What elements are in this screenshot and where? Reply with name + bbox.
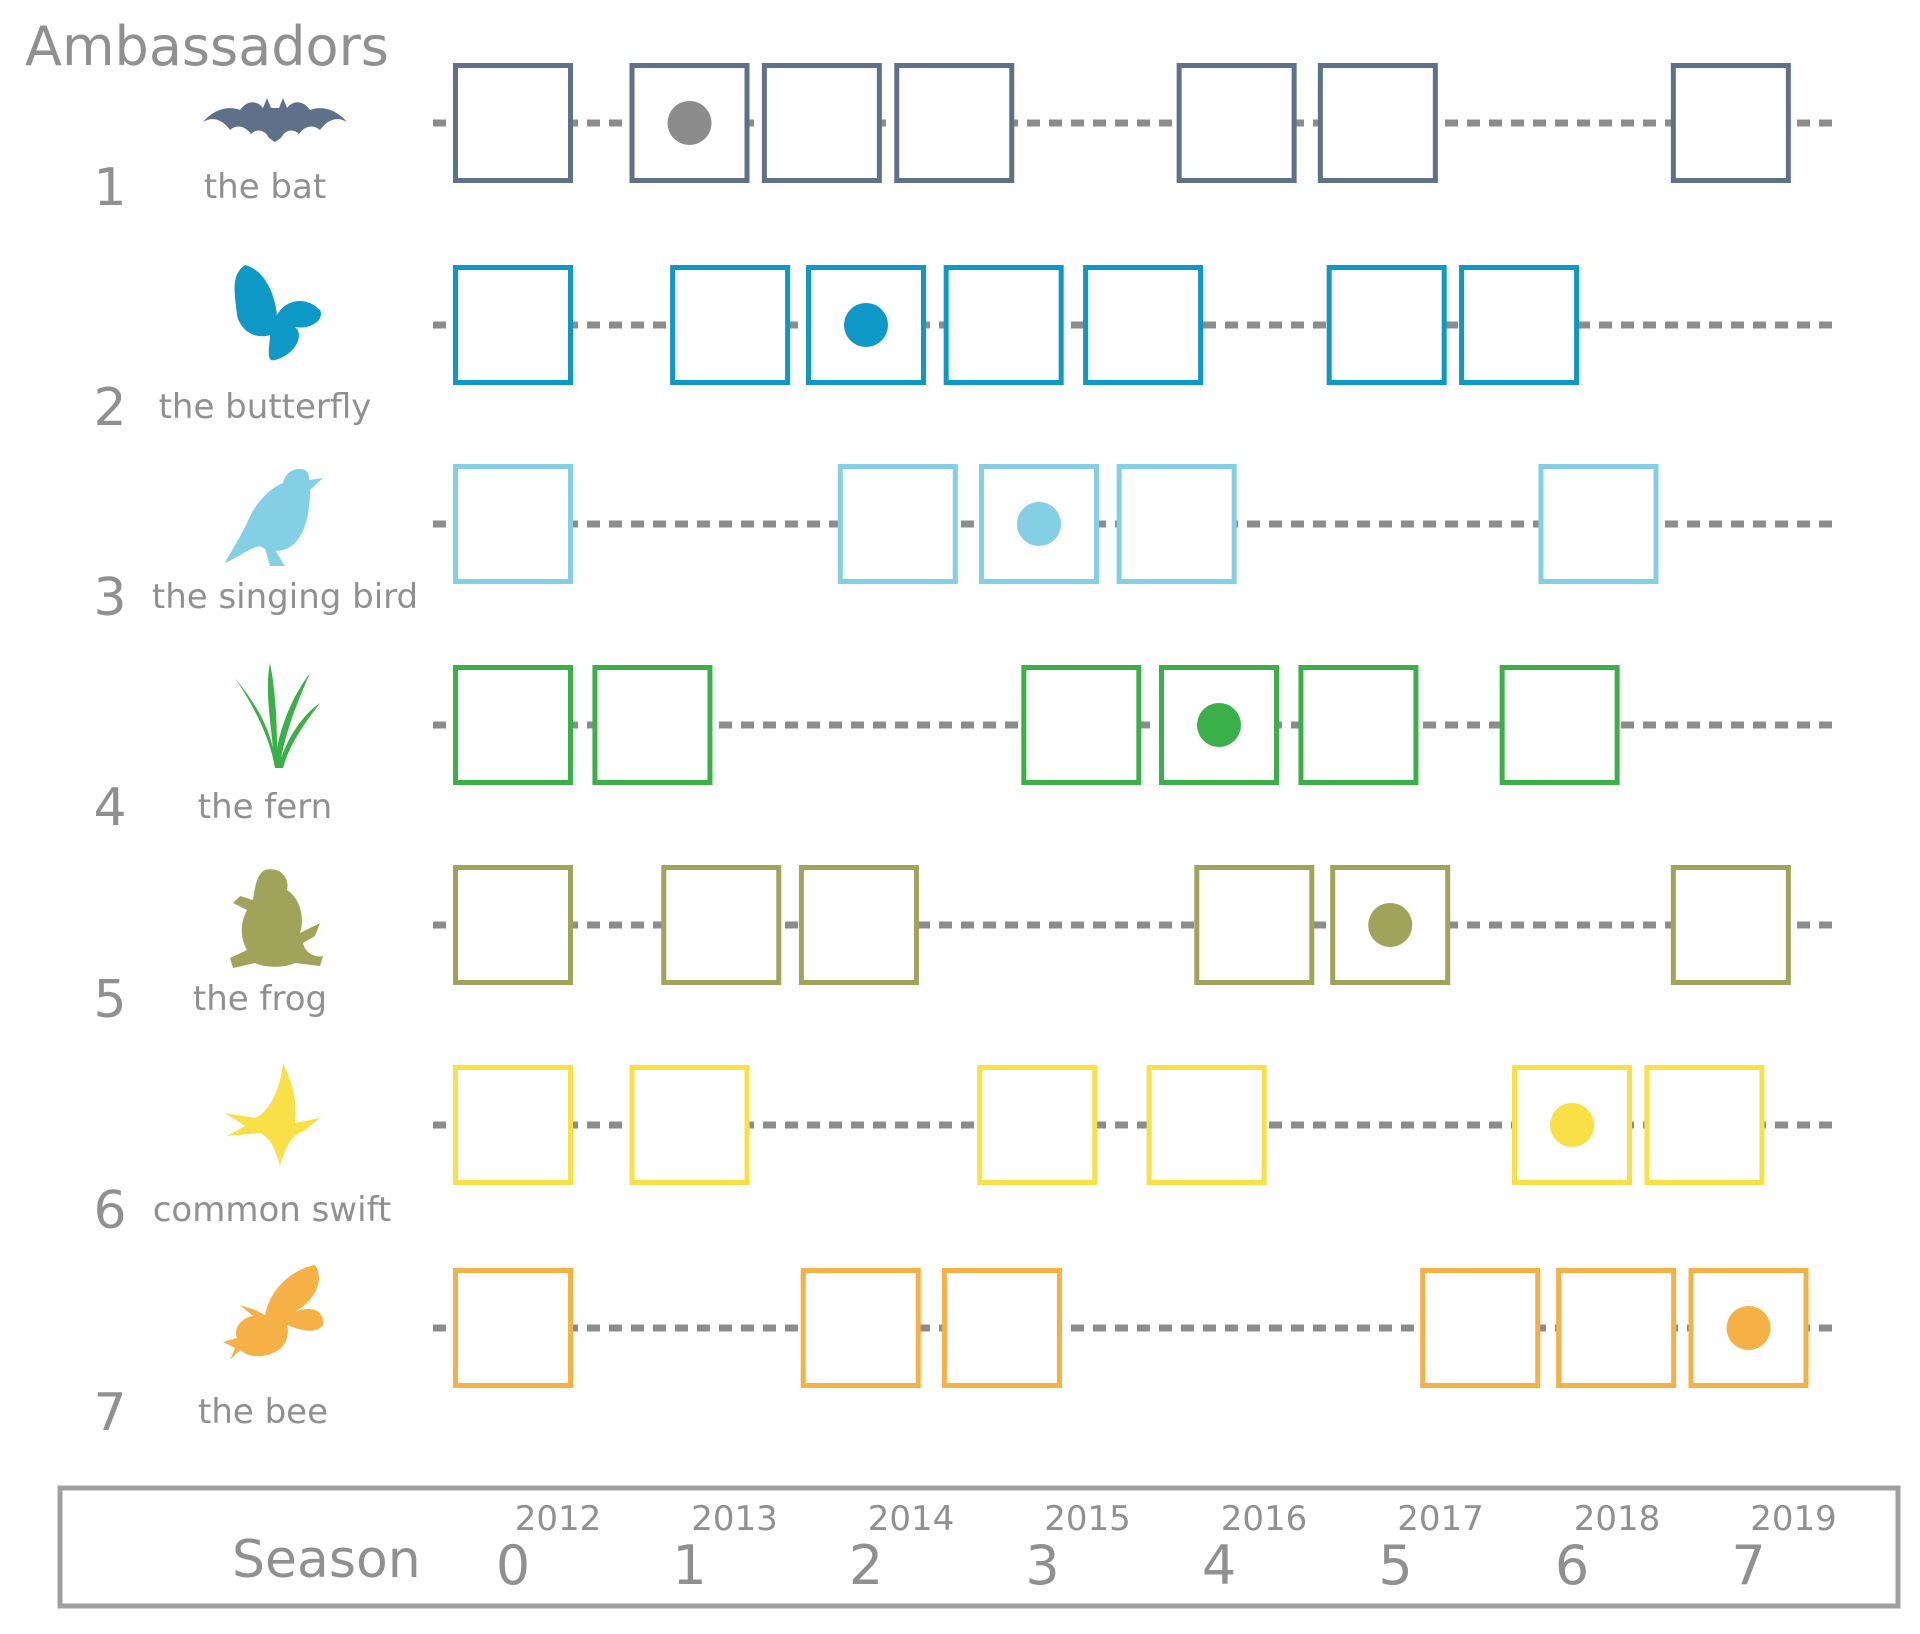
season-axis-frame — [57, 1485, 1901, 1609]
season-box — [1317, 63, 1438, 183]
season-box — [798, 865, 919, 985]
season-box — [1021, 665, 1142, 785]
season-box — [800, 1268, 921, 1388]
ambassador-number: 2 — [93, 378, 126, 438]
season-label: Season — [232, 1530, 421, 1590]
bird-icon — [225, 468, 323, 566]
ambassador-rows: 1 the bat 2 the butterfly 3 the singing bird 4… — [93, 63, 1836, 1443]
season-box — [453, 63, 573, 183]
bat-icon — [203, 98, 347, 142]
ambassador-number: 1 — [93, 158, 126, 218]
season-number: 6 — [1555, 1534, 1589, 1597]
season-box — [1670, 865, 1791, 985]
frog-icon — [230, 869, 323, 968]
ambassador-number: 4 — [93, 778, 126, 838]
ambassador-row-6: 6 common swift — [93, 1063, 1836, 1241]
bee-icon — [223, 1265, 324, 1360]
season-axis: Season 201202013120142201532016420175201… — [57, 1485, 1901, 1609]
season-number: 0 — [496, 1534, 530, 1597]
ambassador-number: 5 — [93, 970, 126, 1030]
season-box — [1298, 665, 1419, 785]
season-box — [453, 665, 573, 785]
season-number: 3 — [1025, 1534, 1059, 1597]
season-year: 2016 — [1221, 1499, 1308, 1539]
season-box — [661, 865, 782, 985]
ambassador-name: the fern — [198, 787, 332, 827]
season-box — [629, 1065, 750, 1185]
season-number: 7 — [1731, 1534, 1765, 1597]
current-season-dot — [1197, 703, 1241, 747]
season-box — [453, 865, 573, 985]
season-box — [1459, 265, 1580, 385]
season-box — [453, 464, 573, 584]
season-box — [453, 265, 573, 385]
ambassador-name: the bat — [204, 167, 326, 207]
ambassador-row-7: 7 the bee — [93, 1265, 1836, 1443]
season-box — [941, 1268, 1062, 1388]
current-season-dot — [1368, 903, 1413, 947]
season-box — [1146, 1065, 1267, 1185]
season-box — [1176, 63, 1297, 183]
season-box — [761, 63, 882, 183]
season-year: 2014 — [868, 1499, 955, 1539]
current-season-dot — [667, 101, 712, 145]
ambassador-name: the bee — [198, 1392, 328, 1432]
ambassador-row-3: 3 the singing bird — [93, 464, 1836, 628]
season-box — [592, 665, 713, 785]
season-number: 2 — [849, 1534, 883, 1597]
season-box — [1420, 1268, 1541, 1388]
season-box — [670, 265, 791, 385]
season-year: 2019 — [1750, 1499, 1837, 1539]
season-box — [453, 1268, 573, 1388]
ambassador-name: the frog — [193, 979, 327, 1019]
season-year: 2015 — [1044, 1499, 1131, 1539]
fern-icon — [235, 663, 320, 768]
current-season-dot — [1550, 1103, 1594, 1147]
current-season-dot — [1016, 502, 1061, 546]
ambassador-row-1: 1 the bat — [93, 63, 1836, 218]
season-box — [837, 464, 958, 584]
season-box — [1326, 265, 1447, 385]
ambassador-number: 6 — [93, 1181, 126, 1241]
swift-icon — [225, 1063, 320, 1166]
ambassador-name: the singing bird — [152, 577, 418, 617]
season-year: 2018 — [1574, 1499, 1661, 1539]
ambassador-row-5: 5 the frog — [93, 865, 1836, 1030]
season-year: 2013 — [691, 1499, 778, 1539]
season-box — [1670, 63, 1791, 183]
season-box — [1644, 1065, 1765, 1185]
season-box — [1116, 464, 1237, 584]
current-season-dot — [1726, 1306, 1771, 1350]
season-year: 2012 — [515, 1499, 602, 1539]
season-number: 1 — [672, 1534, 706, 1597]
season-number: 5 — [1378, 1534, 1412, 1597]
ambassador-name: the butterfly — [159, 387, 372, 427]
ambassador-number: 7 — [93, 1383, 126, 1443]
ambassador-row-2: 2 the butterfly — [93, 265, 1836, 438]
season-box — [1556, 1268, 1677, 1388]
ambassador-number: 3 — [93, 568, 126, 628]
current-season-dot — [844, 303, 888, 347]
season-box — [453, 1065, 573, 1185]
butterfly-icon — [234, 265, 321, 361]
season-box — [1538, 464, 1659, 584]
season-box — [1083, 265, 1204, 385]
ambassador-row-4: 4 the fern — [93, 663, 1836, 838]
season-box — [1499, 665, 1620, 785]
season-box — [943, 265, 1064, 385]
ambassador-name: common swift — [153, 1190, 392, 1230]
season-box — [1194, 865, 1315, 985]
season-box — [977, 1065, 1098, 1185]
season-box — [894, 63, 1015, 183]
page-title: Ambassadors — [25, 15, 389, 78]
season-year: 2017 — [1397, 1499, 1484, 1539]
season-number: 4 — [1202, 1534, 1236, 1597]
